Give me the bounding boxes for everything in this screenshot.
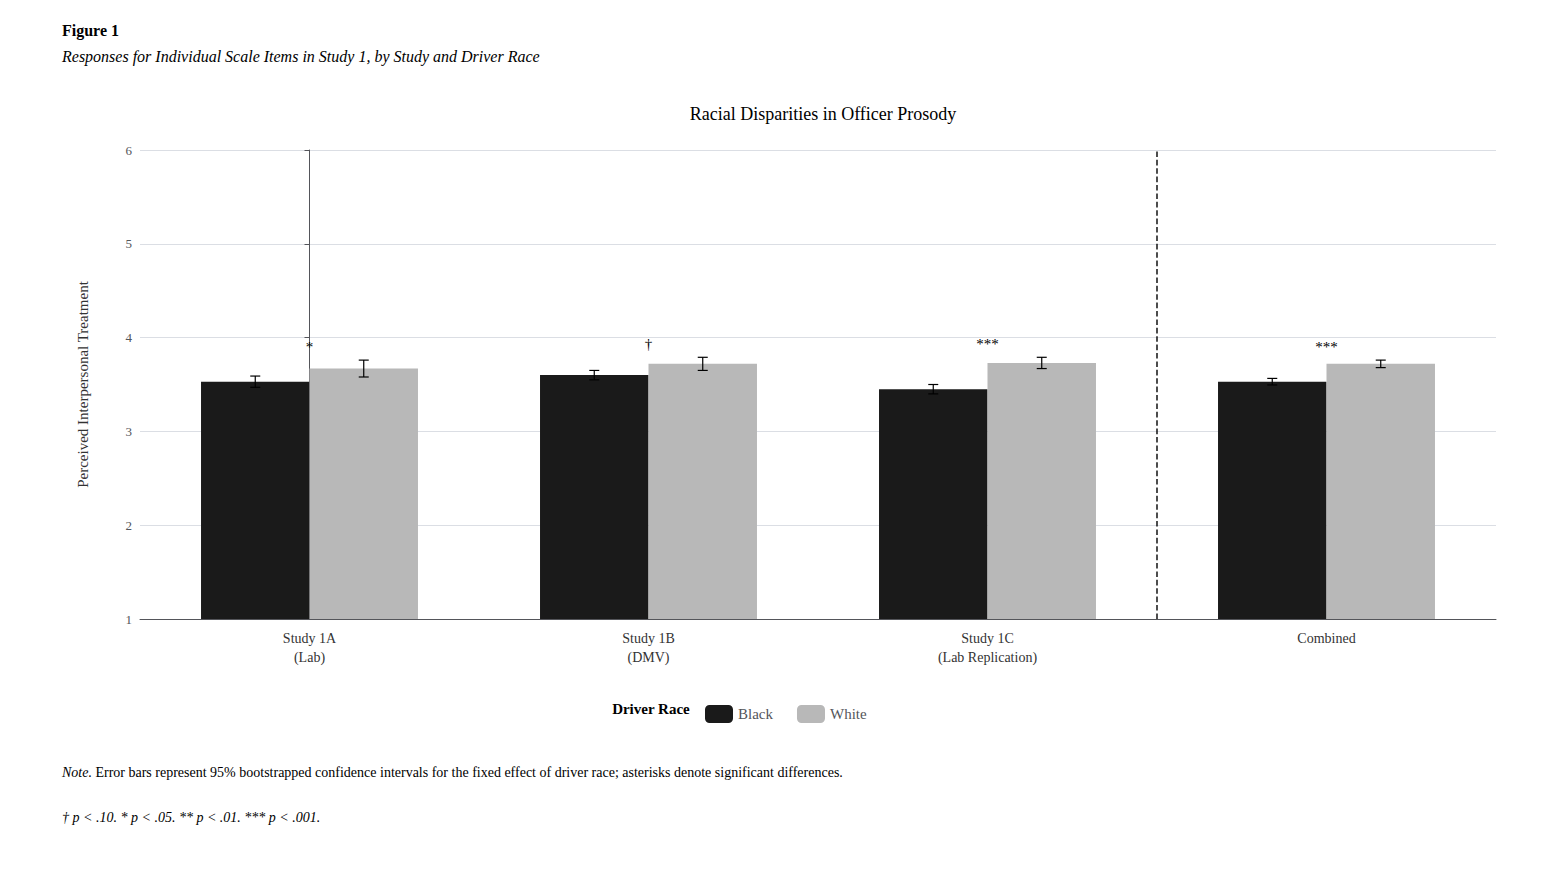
svg-text:Figure 1: Figure 1 [62,22,119,40]
svg-text:† p < .10. * p < .05. ** p < .: † p < .10. * p < .05. ** p < .01. *** p … [62,810,320,825]
svg-text:Note.: Note. [61,765,92,780]
svg-text:White: White [830,706,867,722]
svg-text:(DMV): (DMV) [628,650,670,666]
svg-text:3: 3 [126,424,133,439]
svg-text:(Lab Replication): (Lab Replication) [938,650,1037,666]
svg-text:Racial Disparities in Officer: Racial Disparities in Officer Prosody [690,104,957,124]
svg-text:*: * [306,339,314,355]
svg-text:1: 1 [126,612,133,627]
svg-text:5: 5 [126,236,133,251]
svg-text:6: 6 [126,143,133,158]
svg-text:(Lab): (Lab) [294,650,325,666]
svg-text:4: 4 [126,330,133,345]
svg-text:Perceived Interpersonal Treatm: Perceived Interpersonal Treatment [75,280,91,487]
svg-text:Error bars represent 95% boots: Error bars represent 95% bootstrapped co… [92,765,843,780]
svg-text:†: † [645,336,653,352]
svg-text:***: *** [1315,339,1338,355]
svg-text:Study 1C: Study 1C [961,631,1014,646]
svg-text:Driver Race: Driver Race [612,701,690,717]
svg-text:Study 1A: Study 1A [283,631,337,646]
svg-text:Study 1B: Study 1B [622,631,675,646]
svg-text:Combined: Combined [1297,631,1355,646]
svg-text:Black: Black [738,706,773,722]
svg-text:2: 2 [126,518,133,533]
svg-text:Responses for Individual Scale: Responses for Individual Scale Items in … [61,48,540,66]
svg-text:***: *** [976,336,999,352]
